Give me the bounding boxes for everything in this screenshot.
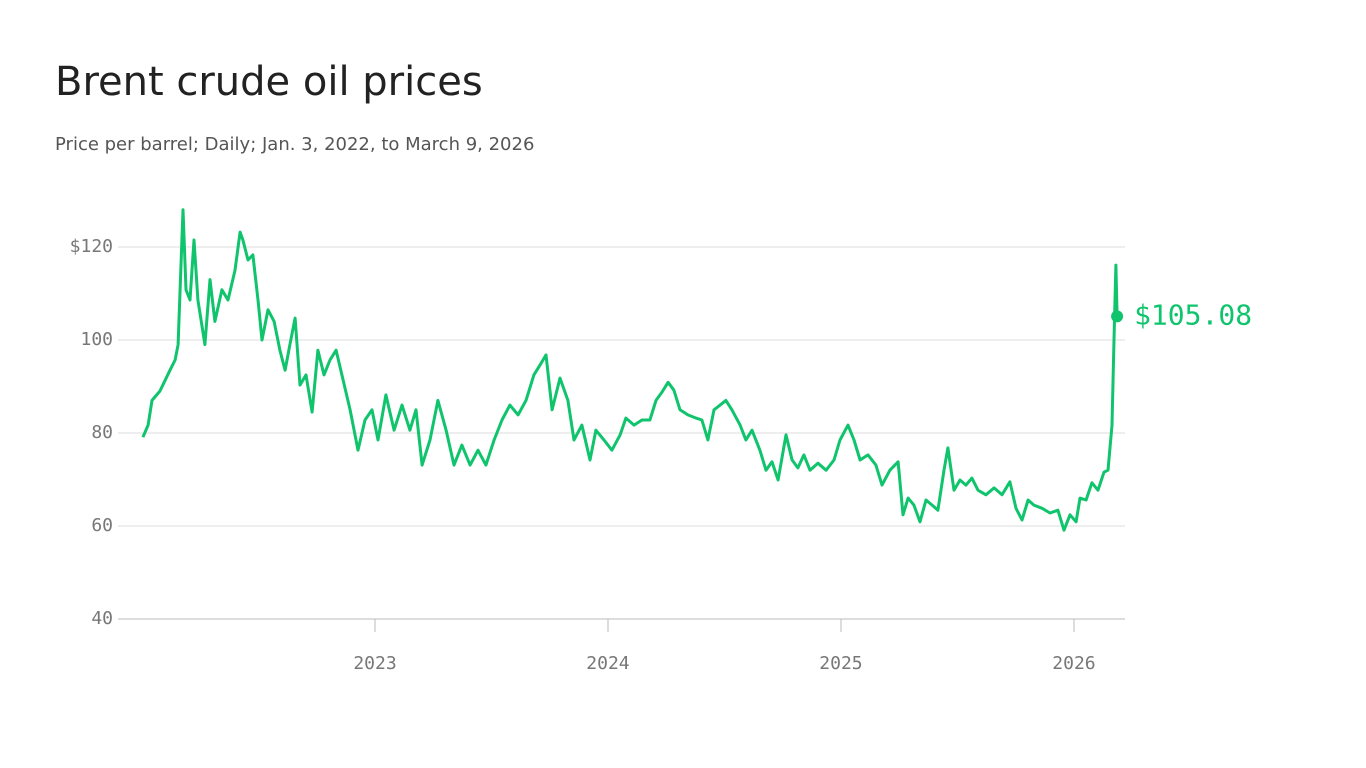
y-tick-label: 40	[91, 608, 113, 629]
price-line	[141, 208, 1119, 532]
end-label: $105.08	[1134, 298, 1252, 331]
y-tick-label: $120	[70, 236, 113, 257]
end-point	[1111, 310, 1124, 323]
x-tick-label: 2026	[1052, 653, 1095, 674]
chart-subtitle: Price per barrel; Daily; Jan. 3, 2022, t…	[55, 134, 534, 155]
x-tick-label: 2023	[353, 653, 396, 674]
y-tick-label: 60	[91, 515, 113, 536]
y-tick-label: 80	[91, 422, 113, 443]
x-tick-label: 2024	[586, 653, 629, 674]
x-tick-label: 2025	[819, 653, 862, 674]
y-tick-label: 100	[80, 329, 113, 350]
chart-title: Brent crude oil prices	[55, 59, 483, 105]
